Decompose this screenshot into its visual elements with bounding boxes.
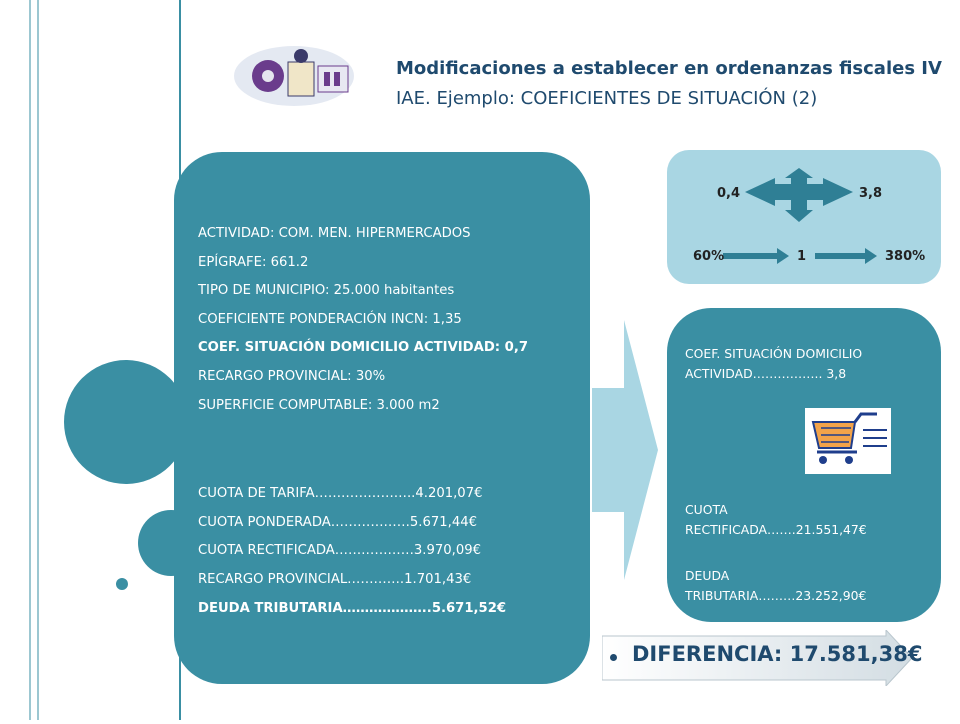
logo-illustration [232, 40, 357, 112]
difference-text: DIFERENCIA: 17.581,38€ [632, 642, 923, 666]
detail-actividad: ACTIVIDAD: COM. MEN. HIPERMERCADOS [198, 226, 471, 241]
result-deuda-value: TRIBUTARIA………23.252,90€ [685, 588, 867, 603]
decorative-rail [0, 0, 182, 720]
example-details-card: ACTIVIDAD: COM. MEN. HIPERMERCADOS EPÍGR… [174, 152, 590, 684]
detail-epigrafe: EPÍGRAFE: 661.2 [198, 254, 309, 270]
difference-banner [601, 628, 913, 688]
amount-cuota-ponderada: CUOTA PONDERADA………………5.671,44€ [198, 514, 478, 530]
shopping-cart-icon [805, 408, 891, 474]
detail-recargo: RECARGO PROVINCIAL: 30% [198, 368, 386, 384]
result-card: COEF. SITUACIÓN DOMICILIO ACTIVIDAD……………… [667, 308, 941, 622]
result-cuota-label: CUOTA [685, 502, 728, 517]
amount-deuda-tributaria: DEUDA TRIBUTARIA………………..5.671,52€ [198, 600, 507, 616]
page-subtitle: IAE. Ejemplo: COEFICIENTES DE SITUACIÓN … [396, 88, 818, 109]
result-coef-value: ACTIVIDAD…………….. 3,8 [685, 366, 847, 381]
scale-max-coef: 3,8 [859, 186, 883, 201]
decorative-circle-large [64, 360, 188, 484]
amount-recargo-provincial: RECARGO PROVINCIAL………….1.701,43€ [198, 571, 472, 587]
amount-cuota-rectificada: CUOTA RECTIFICADA………………3.970,09€ [198, 543, 482, 559]
transition-arrow-icon [592, 320, 658, 580]
result-deuda-label: DEUDA [685, 568, 730, 583]
detail-coef-situacion: COEF. SITUACIÓN DOMICILIO ACTIVIDAD: 0,7 [198, 340, 529, 356]
decorative-circle-small [116, 578, 128, 590]
scale-min-pct: 60% [693, 249, 725, 264]
four-way-arrow-icon [723, 168, 877, 264]
detail-tipo-municipio: TIPO DE MUNICIPIO: 25.000 habitantes [198, 283, 455, 299]
result-cuota-value: RECTIFICADA…….21.551,47€ [685, 522, 867, 537]
bullet-icon [610, 654, 617, 661]
coefficient-scale-card: 0,4 3,8 60% 1 380% [667, 150, 941, 284]
scale-mid: 1 [797, 249, 807, 264]
scale-min-coef: 0,4 [717, 186, 741, 201]
page-title: Modificaciones a establecer en ordenanza… [396, 58, 942, 79]
scale-max-pct: 380% [885, 249, 926, 264]
amount-cuota-tarifa: CUOTA DE TARIFA…………………..4.201,07€ [198, 486, 483, 502]
result-coef-label: COEF. SITUACIÓN DOMICILIO [685, 346, 863, 361]
detail-superficie: SUPERFICIE COMPUTABLE: 3.000 m2 [198, 397, 440, 413]
detail-coef-ponderacion: COEFICIENTE PONDERACIÓN INCN: 1,35 [198, 311, 462, 327]
